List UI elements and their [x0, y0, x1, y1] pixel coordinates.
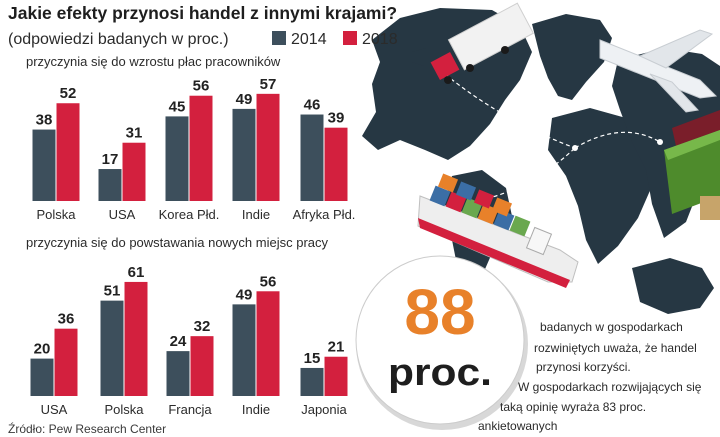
bar-value-label: 57: [260, 76, 277, 93]
chart-1-title: przyczynia się do wzrostu płac pracownik…: [26, 54, 281, 69]
bar-value-label: 20: [34, 341, 51, 358]
truck-icon: [430, 2, 534, 84]
bar-value-label: 31: [126, 125, 143, 142]
route-node: [657, 139, 663, 145]
source-note: Źródło: Pew Research Center: [8, 421, 166, 436]
highlight-callout: 88 proc.: [355, 255, 528, 430]
category-label: Indie: [242, 402, 270, 417]
bar-2-1-2014: [100, 300, 124, 396]
bar-value-label: 56: [193, 78, 210, 95]
highlight-description: badanych w gospodarkach rozwiniętych uwa…: [478, 320, 702, 433]
bar-2-1-2018: [124, 281, 148, 396]
airplane-icon: [599, 29, 718, 113]
bar-value-label: 49: [236, 286, 253, 303]
bar-value-label: 21: [328, 339, 345, 356]
bar-value-label: 17: [102, 151, 119, 168]
chart-wages: 38 52 Polska 17 31 USA 45 56 Korea Płd. 49 57 Indie…: [32, 76, 356, 222]
trade-route-line: [574, 131, 661, 149]
legend-label-2018: 2018: [362, 31, 398, 48]
bar-1-4-2014: [300, 114, 324, 201]
bar-1-3-2018: [256, 93, 280, 201]
bar-value-label: 52: [60, 85, 77, 102]
bar-1-0-2018: [56, 103, 80, 201]
highlight-circle: [355, 255, 525, 425]
bar-value-label: 45: [169, 98, 186, 115]
world-map-illustration: [362, 2, 720, 314]
bar-1-3-2014: [232, 108, 256, 201]
bar-1-4-2018: [324, 127, 348, 201]
bar-2-0-2014: [30, 358, 54, 396]
bar-2-4-2018: [324, 356, 348, 396]
bar-value-label: 61: [128, 264, 145, 281]
highlight-text-line: badanych w gospodarkach: [540, 320, 683, 334]
bar-value-label: 39: [328, 110, 345, 127]
highlight-text-line: taką opinię wyraża 83 proc.: [500, 400, 646, 414]
highlight-text-line: ankietowanych: [478, 419, 557, 433]
bar-2-2-2018: [190, 336, 214, 396]
legend-label-2014: 2014: [291, 31, 327, 48]
highlight-text-line: rozwiniętych uważa, że handel: [534, 341, 697, 355]
map-island: [412, 48, 434, 66]
legend-swatch-2014: [272, 31, 286, 45]
bar-value-label: 38: [36, 112, 53, 129]
bar-2-0-2018: [54, 328, 78, 396]
bar-1-2-2014: [165, 116, 189, 201]
bar-2-2-2014: [166, 351, 190, 396]
highlight-unit: proc.: [388, 352, 492, 394]
chart-jobs: 20 36 USA 51 61 Polska 24 32 Francja 49 56 Indie 15 2…: [30, 264, 348, 417]
category-label: Korea Płd.: [159, 207, 220, 222]
bar-1-1-2014: [98, 169, 122, 201]
bar-value-label: 36: [58, 311, 75, 328]
bar-value-label: 24: [170, 333, 187, 350]
page-title: Jakie efekty przynosi handel z innymi kr…: [8, 3, 397, 23]
map-australia: [632, 258, 714, 314]
bar-2-4-2014: [300, 367, 324, 396]
category-label: Afryka Płd.: [293, 207, 356, 222]
bar-value-label: 49: [236, 91, 253, 108]
train-icon: [664, 110, 720, 220]
bar-value-label: 56: [260, 273, 277, 290]
bar-value-label: 46: [304, 97, 321, 114]
cargo-ship-icon: [417, 173, 579, 288]
highlight-number: 88: [404, 276, 475, 348]
bar-2-3-2014: [232, 304, 256, 396]
bar-2-3-2018: [256, 291, 280, 396]
bar-1-2-2018: [189, 95, 213, 201]
category-label: Indie: [242, 207, 270, 222]
bar-value-label: 32: [194, 318, 211, 335]
category-label: Francja: [168, 402, 212, 417]
trade-route-line: [439, 69, 576, 149]
category-label: Polska: [36, 207, 76, 222]
page-subtitle: (odpowiedzi badanych w proc.): [8, 31, 229, 48]
chart-2-title: przyczynia się do powstawania nowych mie…: [26, 235, 329, 250]
bar-1-0-2014: [32, 129, 56, 201]
category-label: Japonia: [301, 402, 347, 417]
legend-swatch-2018: [343, 31, 357, 45]
category-label: Polska: [104, 402, 144, 417]
bar-value-label: 15: [304, 350, 321, 367]
route-node: [572, 145, 578, 151]
category-label: USA: [109, 207, 136, 222]
bar-1-1-2018: [122, 142, 146, 201]
bar-value-label: 51: [104, 283, 121, 300]
category-label: USA: [41, 402, 68, 417]
map-europe: [532, 14, 612, 100]
highlight-text-line: W gospodarkach rozwijających się: [518, 380, 702, 394]
highlight-text-line: przynosi korzyści.: [536, 360, 631, 374]
